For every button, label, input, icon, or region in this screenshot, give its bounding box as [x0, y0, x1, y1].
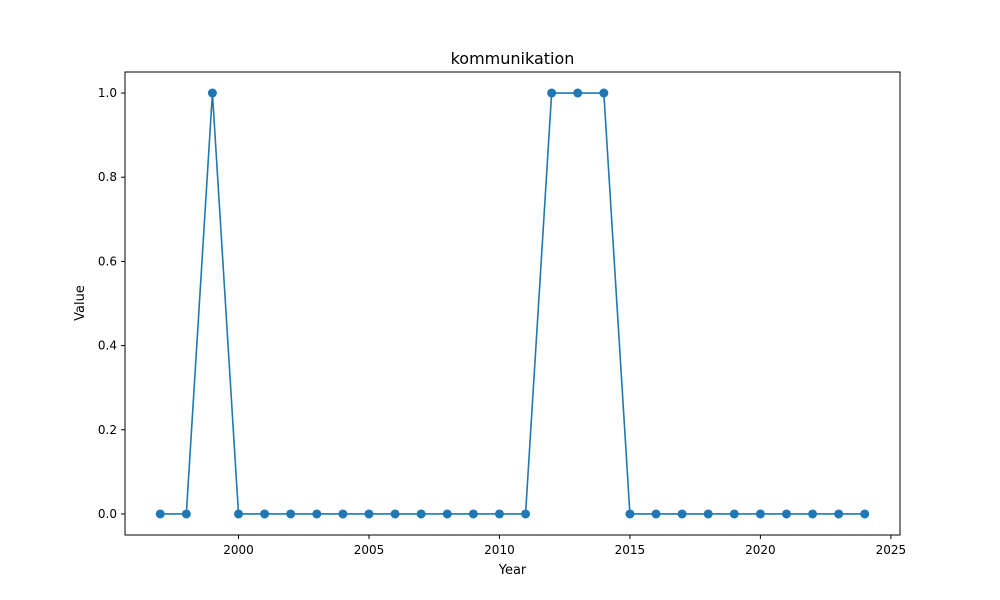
- data-point: [573, 88, 583, 98]
- x-tick-label: 2000: [223, 543, 254, 557]
- data-point: [703, 509, 713, 519]
- data-point: [181, 509, 191, 519]
- series-group: [155, 88, 870, 519]
- data-point: [155, 509, 165, 519]
- data-point: [494, 509, 504, 519]
- data-point: [207, 88, 217, 98]
- data-point: [651, 509, 661, 519]
- y-tick-label: 1.0: [98, 86, 117, 100]
- axis-ticks: 2000 2005 2010 2015 2020 2025 0.0 0.2 0.4 0.6 0.8 1…: [98, 86, 906, 557]
- data-point: [547, 88, 557, 98]
- data-point: [755, 509, 765, 519]
- data-point: [260, 509, 270, 519]
- data-point: [599, 88, 609, 98]
- data-point: [834, 509, 844, 519]
- data-point: [468, 509, 478, 519]
- data-point: [625, 509, 635, 519]
- x-tick-label: 2010: [484, 543, 515, 557]
- y-tick-label: 0.0: [98, 507, 117, 521]
- data-point: [364, 509, 374, 519]
- plot-frame: [124, 71, 901, 536]
- data-point: [338, 509, 348, 519]
- x-tick-label: 2020: [745, 543, 776, 557]
- y-tick-label: 0.6: [98, 254, 117, 268]
- x-tick-label: 2005: [354, 543, 385, 557]
- data-point: [860, 509, 870, 519]
- series-line: [160, 92, 865, 515]
- data-point: [781, 509, 791, 519]
- y-tick-label: 0.4: [98, 339, 117, 353]
- data-point: [234, 509, 244, 519]
- data-point: [442, 509, 452, 519]
- data-point: [286, 509, 296, 519]
- y-tick-label: 0.2: [98, 423, 117, 437]
- y-axis-label: Value: [73, 285, 88, 321]
- data-point: [416, 509, 426, 519]
- data-point: [729, 509, 739, 519]
- data-point: [521, 509, 531, 519]
- data-point: [390, 509, 400, 519]
- data-point: [808, 509, 818, 519]
- x-axis-label: Year: [498, 563, 527, 578]
- data-point: [677, 509, 687, 519]
- x-tick-label: 2015: [615, 543, 646, 557]
- x-tick-label: 2025: [876, 543, 907, 557]
- data-point: [312, 509, 322, 519]
- y-tick-label: 0.8: [98, 170, 117, 184]
- chart-title: kommunikation: [451, 49, 575, 68]
